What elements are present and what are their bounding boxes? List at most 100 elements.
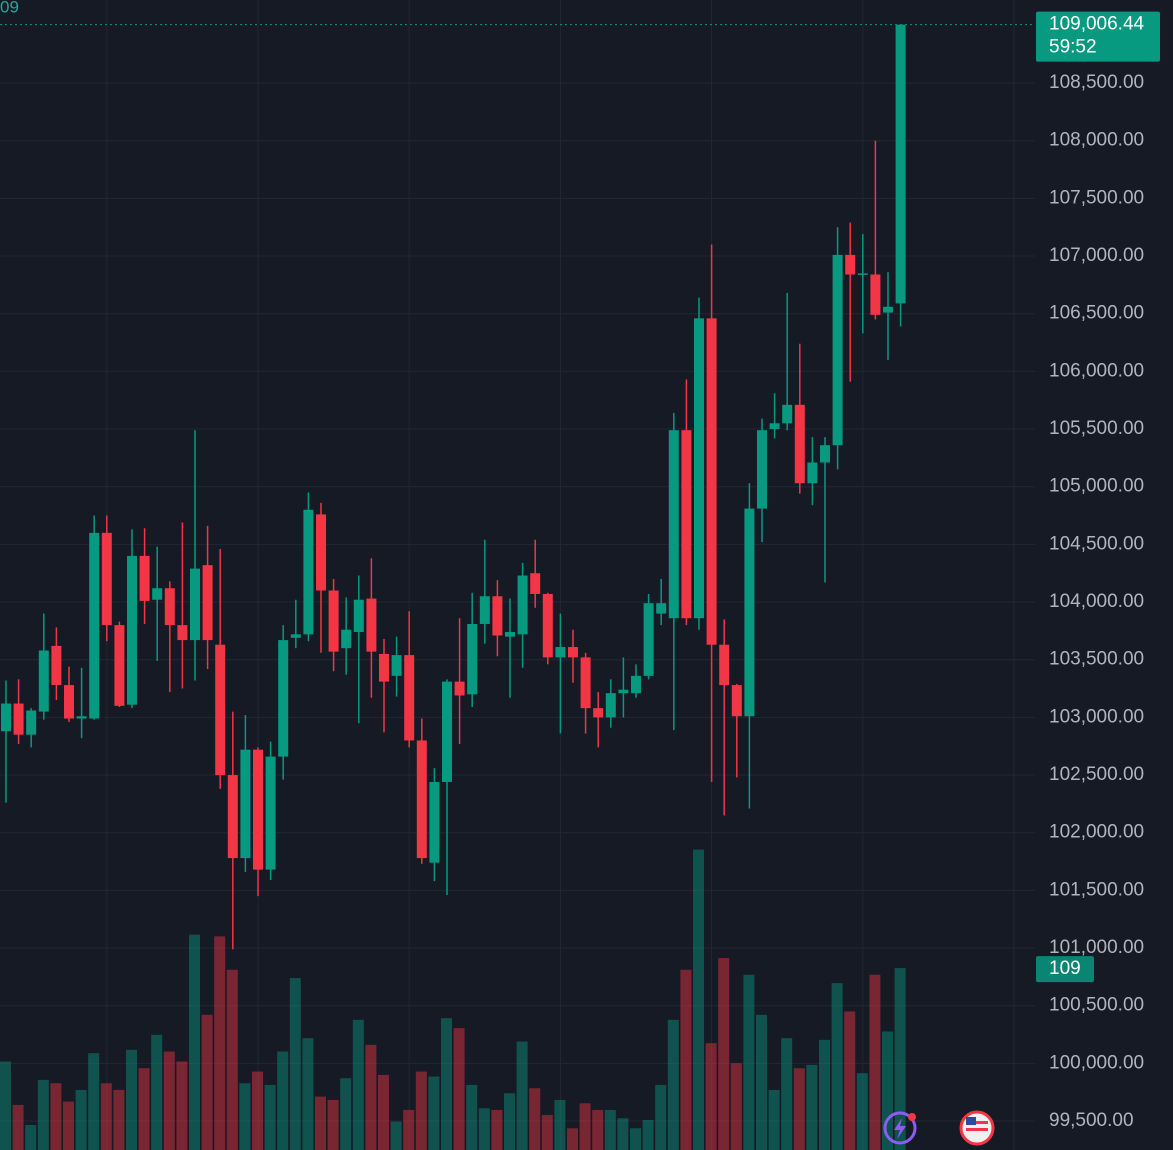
candle-body: [391, 655, 402, 676]
volume-bar: [567, 1128, 578, 1150]
candle-body: [101, 532, 112, 626]
volume-bar: [289, 978, 301, 1150]
candle-body: [316, 514, 326, 591]
volume-bar: [504, 1093, 515, 1150]
candle-body: [517, 575, 528, 635]
volume-bar: [189, 934, 200, 1150]
volume-bar: [705, 1043, 717, 1150]
candle-body: [706, 318, 717, 645]
y-tick-label: 101,000.00: [1049, 937, 1144, 958]
volume-bar: [25, 1124, 37, 1150]
volume-bar: [138, 1068, 150, 1150]
y-tick-label: 104,000.00: [1049, 591, 1144, 612]
volume-bar: [340, 1078, 352, 1150]
volume-bar: [75, 1089, 87, 1150]
candle-body: [454, 681, 465, 696]
volume-bar: [768, 1089, 780, 1150]
y-tick-label: 107,500.00: [1049, 187, 1144, 208]
flag-canton: [966, 1117, 976, 1125]
volume-bar: [315, 1096, 326, 1150]
y-tick-label: 104,500.00: [1049, 533, 1144, 554]
volume-bar: [63, 1101, 74, 1150]
candle-body: [794, 404, 805, 484]
volume-layer: [0, 849, 906, 1150]
assistant-icon[interactable]: [883, 1111, 917, 1145]
candle-body: [782, 404, 793, 424]
y-tick-label: 102,500.00: [1049, 764, 1144, 785]
candle-body: [152, 588, 163, 600]
candle-body: [328, 590, 339, 652]
candle-body: [631, 675, 641, 694]
candle-body: [605, 693, 616, 718]
volume-bar: [655, 1084, 667, 1150]
y-tick-label: 102,000.00: [1049, 822, 1144, 843]
candle-body: [580, 657, 591, 709]
volume-bar: [869, 974, 881, 1150]
volume-bar: [529, 1088, 541, 1150]
volume-bar: [466, 1084, 478, 1150]
candle-body: [253, 749, 263, 870]
volume-bar: [894, 968, 906, 1150]
volume-bar: [163, 1051, 175, 1150]
volume-bar: [37, 1079, 49, 1150]
candle-body: [492, 596, 503, 636]
y-tick-label: 108,500.00: [1049, 72, 1144, 93]
volume-bar: [592, 1109, 604, 1150]
volume-bar: [390, 1121, 402, 1150]
volume-bar: [453, 1028, 465, 1150]
volume-bar: [806, 1064, 818, 1150]
candle-body: [89, 532, 100, 719]
candle-body: [303, 509, 314, 635]
volume-bar: [50, 1083, 62, 1150]
volume-bar: [856, 1073, 868, 1150]
volume-bar: [831, 983, 843, 1150]
volume-bar: [239, 1083, 251, 1150]
corner-text: 09: [0, 0, 19, 16]
candle-body: [290, 634, 301, 638]
y-tick-label: 101,500.00: [1049, 879, 1144, 900]
candle-body: [190, 568, 200, 641]
volume-bar: [302, 1038, 314, 1150]
candle-layer: [1, 24, 906, 950]
candle-body: [202, 565, 213, 641]
candle-body: [341, 629, 352, 649]
last-price-badge: [1036, 11, 1160, 62]
candle-body: [366, 598, 377, 652]
candle-body: [429, 781, 440, 863]
candle-body: [127, 555, 137, 705]
volume-bar: [428, 1076, 440, 1150]
volume-bar: [113, 1089, 125, 1150]
candle-body: [467, 623, 478, 695]
volume-bar: [214, 936, 226, 1150]
candle-body: [479, 596, 490, 624]
candle-body: [215, 644, 226, 776]
candle-body: [895, 24, 906, 304]
volume-bar: [554, 1099, 566, 1150]
candle-body: [681, 430, 692, 619]
candle-body: [857, 273, 868, 275]
volume-bar: [718, 958, 730, 1150]
candle-body: [668, 430, 679, 619]
volume-bar: [365, 1044, 377, 1150]
candle-body: [265, 756, 276, 870]
y-tick-label: 99,500.00: [1049, 1110, 1134, 1131]
volume-bar: [327, 1099, 339, 1150]
candle-body: [618, 689, 629, 694]
candle-body: [643, 603, 654, 676]
y-tick-label: 108,000.00: [1049, 130, 1144, 151]
candle-body: [593, 708, 604, 718]
candle-body: [568, 647, 578, 658]
volume-bar: [743, 974, 755, 1150]
volume-bar: [491, 1109, 503, 1150]
candle-body: [542, 593, 553, 658]
candle-body: [744, 508, 755, 717]
y-tick-label: 103,500.00: [1049, 649, 1144, 670]
volume-bar: [793, 1068, 805, 1150]
candle-body: [13, 703, 24, 735]
last-price-label: 109,006.44: [1049, 14, 1145, 35]
candle-body: [757, 430, 767, 509]
volume-bar: [441, 1018, 452, 1150]
candle-body: [555, 647, 566, 658]
